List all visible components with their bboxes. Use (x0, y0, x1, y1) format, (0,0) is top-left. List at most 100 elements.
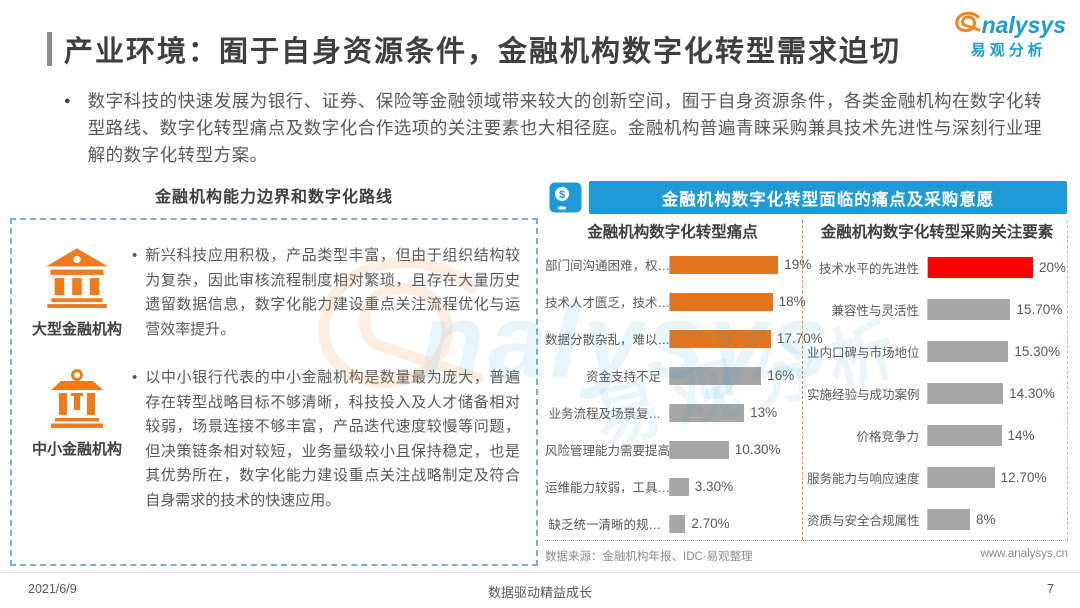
bar (670, 477, 689, 496)
footer-date: 2021/6/9 (28, 582, 77, 596)
dollar-glyph: $ (559, 189, 565, 201)
bar-value-label: 12.70% (1000, 469, 1047, 485)
purchase-factors-chart: 金融机构数字化转型采购关注要素 技术水平的先进性 20% 兼容性与灵活性 15.70%… (802, 220, 1068, 540)
institution-description: • 以中小银行代表的中小金融机构是数量最为庞大，普遍存在转型战略目标不够清晰，科… (132, 366, 528, 513)
source-row: 数据来源：金融机构年报、IDC·易观整理 www.analysys.cn (545, 540, 1068, 564)
bar-category-label: 风险管理能力需要提高 (545, 444, 669, 458)
institution-row-large: 大型金融机构 • 新兴科技应用积极，产品类型丰富，但由于组织结构较为复杂，因此审… (22, 244, 528, 342)
analysys-logo: nalysys 易观分析 (952, 10, 1066, 59)
bank-large-icon (43, 248, 111, 312)
bar (670, 403, 745, 422)
institution-icon-col: 中小金融机构 (22, 366, 132, 513)
bar-row: 数据分散杂乱，难以… 17.70% (545, 320, 823, 357)
bar (928, 298, 1011, 320)
bar-value-label: 3.30% (694, 479, 734, 494)
bar-row: 资质与安全合规属性 8% (807, 498, 1033, 540)
bar-value-label: 20% (1039, 259, 1067, 275)
bar-category-label: 技术水平的先进性 (818, 261, 919, 276)
bar-value-label: 14% (1007, 427, 1035, 443)
bar-row: 服务能力与响应速度 12.70% (807, 456, 1046, 498)
bar-category-label: 服务能力与响应速度 (807, 471, 920, 486)
bar-track: 15.30% (927, 340, 1060, 362)
bank-small-icon (45, 369, 109, 432)
bar-value-label: 15.70% (1016, 301, 1063, 317)
bar (928, 424, 1002, 446)
footer-slogan: 数据驱动精益成长 (487, 585, 593, 600)
bar-category-label: 实施经验与成功案例 (807, 387, 920, 402)
institution-description-text: 新兴科技应用积极，产品类型丰富，但由于组织结构较为复杂，因此审核流程制度相对繁琐… (145, 247, 520, 338)
bar-value-label: 17.70% (776, 331, 823, 346)
logo-swirl-icon (952, 10, 982, 41)
page-title: 产业环境：囿于自身资源条件，金融机构数字化转型需求迫切 (64, 36, 902, 68)
bar (670, 440, 729, 459)
bar (670, 255, 779, 274)
chart-title: 金融机构数字化转型采购关注要素 (820, 224, 1054, 241)
bar-row: 技术人才匮乏，技术… 18% (545, 283, 806, 320)
logo-row: nalysys (952, 10, 1066, 41)
bar-category-label: 运维能力较弱，工具… (545, 481, 669, 495)
bar-track: 19% (669, 255, 811, 274)
bar-category-label: 资质与安全合规属性 (807, 513, 920, 528)
left-panel: 大型金融机构 • 新兴科技应用积极，产品类型丰富，但由于组织结构较为复杂，因此审… (10, 218, 538, 566)
bar-row: 缺乏统一清晰的规… 2.70% (545, 505, 784, 542)
chart-bars: 技术水平的先进性 20% 兼容性与灵活性 15.70% 业内口碑与市场地位 15.30% 实… (807, 246, 1067, 540)
bar-category-label: 部门间沟通困难，权… (545, 259, 669, 273)
logo-chinese-name: 易观分析 (970, 41, 1047, 59)
bar-track: 14.30% (927, 382, 1055, 404)
bar-category-label: 缺乏统一清晰的规… (548, 518, 661, 532)
institution-description: • 新兴科技应用积极，产品类型丰富，但由于组织结构较为复杂，因此审核流程制度相对… (132, 244, 528, 342)
left-panel-title: 金融机构能力边界和数字化路线 (154, 189, 393, 206)
bar (670, 329, 771, 348)
bar-row: 风险管理能力需要提高 10.30% (545, 431, 784, 468)
bar-row: 价格竞争力 14% (807, 414, 1035, 456)
bar-category-label: 资金支持不足 (585, 370, 661, 384)
website-text: www.analysys.cn (980, 548, 1068, 560)
bar-row: 运维能力较弱，工具… 3.30% (545, 468, 784, 505)
footer: 2021/6/9 数据驱动精益成长 7 (0, 572, 1080, 608)
bar-row: 资金支持不足 16% (545, 357, 794, 394)
bar-category-label: 业务流程及场景复… (548, 407, 661, 421)
header: 产业环境：囿于自身资源条件，金融机构数字化转型需求迫切 (47, 28, 901, 70)
bar-track: 16% (669, 366, 794, 385)
bar-category-label: 业内口碑与市场地位 (807, 345, 920, 360)
chart-bars: 部门间沟通困难，权… 19% 技术人才匮乏，技术… 18% 数据分散杂乱，难以… 17.7… (545, 246, 823, 542)
bar-track: 2.70% (669, 514, 784, 533)
bar-track: 17.70% (669, 329, 823, 348)
pain-points-chart: 金融机构数字化转型痛点 部门间沟通困难，权… 19% 技术人才匮乏，技术… 18% 数据… (545, 220, 823, 542)
bar-value-label: 8% (976, 511, 996, 527)
bar (670, 292, 773, 311)
intro-text: 数字科技的快速发展为银行、证券、保险等金融领域带来较大的创新空间，囿于自身资源条… (87, 91, 1042, 165)
list-bullet: • (132, 369, 138, 386)
bar-category-label: 数据分散杂乱，难以… (545, 333, 669, 347)
title-accent-bar (47, 32, 52, 66)
bar (928, 256, 1033, 278)
bar (928, 382, 1004, 404)
page-number: 7 (1047, 582, 1054, 596)
logo-wordmark: nalysys (981, 11, 1066, 38)
bar-track: 14% (927, 424, 1035, 446)
bar-row: 业务流程及场景复… 13% (545, 394, 784, 431)
bar-row: 部门间沟通困难，权… 19% (545, 246, 811, 283)
list-bullet: • (132, 247, 138, 264)
bar-value-label: 15.30% (1014, 343, 1061, 359)
bullet-marker: ● (64, 95, 71, 107)
bar (928, 340, 1009, 362)
bar-category-label: 兼容性与灵活性 (831, 303, 919, 318)
institution-icon-col: 大型金融机构 (22, 244, 132, 342)
bar (928, 466, 995, 488)
bar (670, 514, 686, 533)
bar-value-label: 2.70% (691, 516, 730, 531)
bar-value-label: 13% (750, 405, 778, 420)
right-panel-banner: 金融机构数字化转型面临的痛点及采购意愿 (589, 181, 1067, 214)
bar-value-label: 16% (767, 368, 795, 383)
bar-value-label: 14.30% (1009, 385, 1055, 401)
bar-value-label: 18% (778, 294, 806, 309)
institution-description-text: 以中小银行代表的中小金融机构是数量最为庞大，普遍存在转型战略目标不够清晰，科技投… (145, 369, 520, 509)
bar-track: 20% (927, 256, 1066, 278)
bar-value-label: 19% (784, 257, 812, 272)
bar-track: 3.30% (669, 477, 784, 496)
bar (928, 508, 970, 530)
bar (670, 366, 762, 385)
bar-track: 10.30% (669, 440, 784, 459)
